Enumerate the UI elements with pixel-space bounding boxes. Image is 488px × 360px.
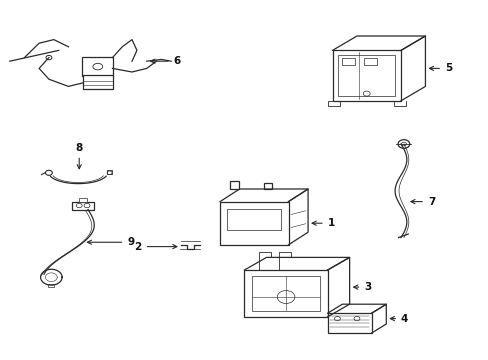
Bar — [72, 202, 94, 210]
Bar — [106, 170, 112, 174]
Bar — [264, 183, 271, 189]
Bar — [79, 198, 87, 202]
Text: 4: 4 — [389, 314, 407, 324]
FancyBboxPatch shape — [82, 57, 113, 76]
Bar — [229, 181, 238, 189]
Text: 8: 8 — [76, 143, 82, 169]
Bar — [220, 202, 288, 245]
Text: 7: 7 — [410, 197, 434, 207]
Polygon shape — [332, 50, 400, 101]
Bar — [342, 58, 354, 65]
Text: 1: 1 — [311, 218, 334, 228]
Text: 2: 2 — [134, 242, 177, 252]
Text: 9: 9 — [87, 237, 134, 247]
Text: 5: 5 — [428, 63, 451, 73]
Circle shape — [397, 140, 409, 148]
Circle shape — [46, 55, 52, 60]
Bar — [244, 270, 327, 317]
FancyBboxPatch shape — [82, 75, 113, 89]
Text: 3: 3 — [353, 282, 371, 292]
Bar — [48, 284, 54, 287]
Bar — [227, 209, 281, 230]
Bar — [364, 58, 376, 65]
Bar — [327, 313, 371, 333]
Bar — [338, 55, 394, 96]
Circle shape — [45, 170, 52, 175]
Bar — [251, 276, 320, 311]
Text: 6: 6 — [150, 56, 181, 66]
Ellipse shape — [93, 63, 102, 70]
